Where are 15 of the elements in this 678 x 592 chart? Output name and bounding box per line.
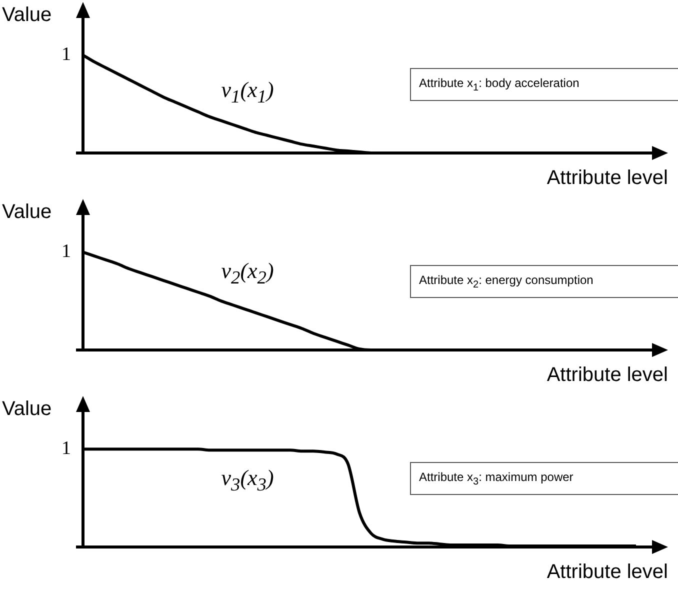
annotation: Attribute x$_{3}$: maximum power xyxy=(410,462,678,496)
x-axis-title: Attribute level xyxy=(546,561,668,584)
annotation: Attribute x$_{2}$: energy consumption xyxy=(410,265,678,298)
annotation: 1 xyxy=(473,82,479,94)
x-axis-title: Attribute level xyxy=(546,364,668,387)
x-axis-title: Attribute level xyxy=(546,167,668,190)
text: 1 xyxy=(62,44,71,66)
text: 1 xyxy=(62,438,71,460)
text: 1 xyxy=(62,241,71,262)
y-axis-title: Value xyxy=(2,4,52,27)
series-label: v$_{2}$(x$_{2}$) xyxy=(221,258,274,288)
series-label: v$_{1}$(x$_{1}$) xyxy=(221,77,274,108)
series-label: v$_{3}$(x$_{3}$) xyxy=(221,465,274,496)
y-axis-title: Value xyxy=(2,398,52,421)
y-axis-title: Value xyxy=(2,201,52,224)
